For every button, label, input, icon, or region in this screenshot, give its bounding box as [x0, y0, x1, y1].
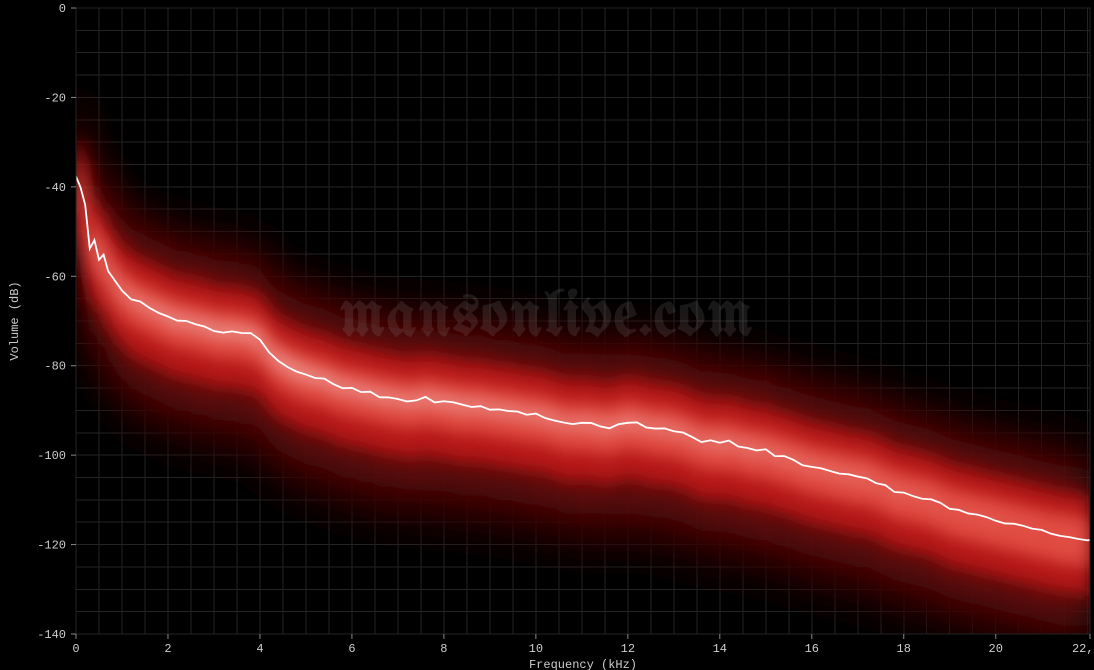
svg-text:22,05: 22,05	[1072, 642, 1094, 656]
svg-text:18: 18	[897, 642, 911, 656]
svg-text:-60: -60	[44, 270, 66, 284]
svg-text:Frequency (kHz): Frequency (kHz)	[529, 658, 637, 670]
svg-text:20: 20	[989, 642, 1003, 656]
spectrum-chart: 0 2 4 6 8 10 12 14 16 18 20 22,05 Frequency (kHz) 0 -2…	[0, 0, 1094, 670]
svg-text:14: 14	[713, 642, 727, 656]
svg-text:-80: -80	[44, 360, 66, 374]
svg-text:-20: -20	[44, 91, 66, 105]
svg-text:-120: -120	[37, 539, 66, 553]
svg-text:4: 4	[256, 642, 263, 656]
svg-text:16: 16	[805, 642, 819, 656]
svg-text:6: 6	[348, 642, 355, 656]
svg-text:0: 0	[59, 2, 66, 16]
svg-text:8: 8	[440, 642, 447, 656]
svg-text:-40: -40	[44, 181, 66, 195]
svg-text:10: 10	[529, 642, 543, 656]
chart-canvas: 0 2 4 6 8 10 12 14 16 18 20 22,05 Frequency (kHz) 0 -2…	[0, 0, 1094, 670]
svg-text:-100: -100	[37, 449, 66, 463]
svg-text:Volume (dB): Volume (dB)	[8, 281, 22, 360]
svg-text:-140: -140	[37, 628, 66, 642]
svg-text:12: 12	[621, 642, 635, 656]
svg-text:2: 2	[164, 642, 171, 656]
svg-text:0: 0	[72, 642, 79, 656]
